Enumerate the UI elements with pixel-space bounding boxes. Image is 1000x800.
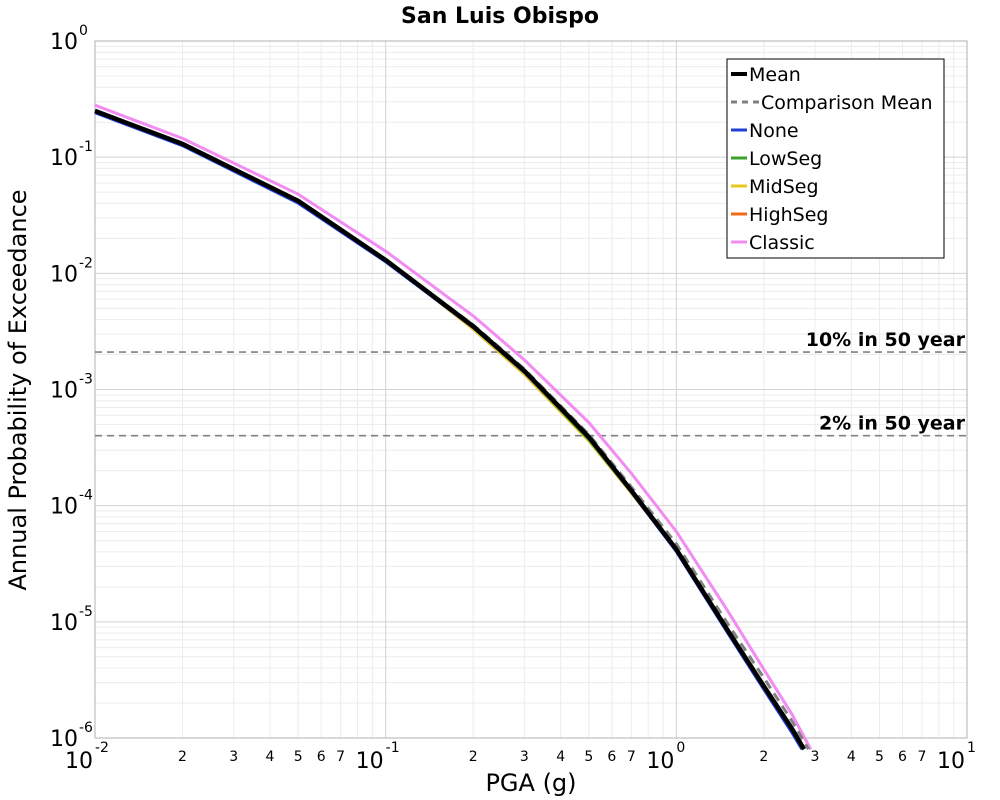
x-minor-tick-label: 3 (520, 749, 529, 765)
legend-label: Comparison Mean (761, 92, 933, 114)
chart-title: San Luis Obispo (401, 4, 599, 29)
y-tick-exponent: -1 (79, 139, 93, 155)
x-minor-tick-label: 7 (918, 749, 927, 765)
legend-box (726, 58, 945, 259)
y-tick-exponent: -5 (79, 604, 93, 620)
legend: Mean Comparison Mean None LowSeg MidSeg HighS… (726, 58, 945, 259)
plot-frame (94, 40, 968, 739)
x-minor-tick-label: 5 (875, 749, 884, 765)
y-tick-exponent: -4 (79, 488, 93, 504)
x-minor-tick-label: 7 (336, 749, 345, 765)
legend-label: MidSeg (749, 176, 819, 198)
series-line-highseg (94, 109, 806, 750)
x-minor-tick-label: 5 (584, 749, 593, 765)
x-minor-tick-label: 4 (266, 749, 275, 765)
legend-label: None (749, 120, 799, 142)
series-line-none (94, 111, 803, 750)
y-tick-label: 10 (50, 727, 78, 752)
series-line-midseg (94, 109, 806, 750)
x-tick-exponent: 1 (967, 740, 976, 756)
reference-line-label: 2% in 50 year (819, 413, 966, 435)
y-axis-label: Annual Probability of Exceedance (4, 189, 32, 590)
y-tick-label: 10 (50, 262, 78, 287)
x-minor-tick-label: 4 (847, 749, 856, 765)
reference-line-label: 10% in 50 year (806, 329, 966, 351)
legend-label: HighSeg (749, 204, 828, 226)
x-tick-exponent: -2 (95, 740, 109, 756)
series-line-classic (94, 103, 813, 751)
x-axis-label: PGA (g) (485, 769, 576, 797)
series-line-mean (94, 108, 806, 751)
x-tick-exponent: -1 (386, 740, 400, 756)
y-tick-exponent: -2 (79, 255, 93, 271)
series-lines (94, 103, 813, 751)
y-tick-label: 10 (50, 379, 78, 404)
x-tick-label: 10 (646, 749, 674, 774)
x-minor-tick-label: 5 (294, 749, 303, 765)
x-tick-label: 10 (937, 749, 965, 774)
x-minor-tick-label: 7 (627, 749, 636, 765)
x-minor-tick-label: 6 (607, 749, 616, 765)
plot-grid (94, 40, 968, 739)
x-minor-tick-label: 3 (811, 749, 820, 765)
y-tick-exponent: 0 (79, 23, 88, 39)
y-tick-label: 10 (50, 30, 78, 55)
y-tick-label: 10 (50, 495, 78, 520)
y-tick-label: 10 (50, 146, 78, 171)
x-tick-label: 10 (65, 749, 93, 774)
x-minor-tick-label: 3 (229, 749, 238, 765)
x-minor-tick-label: 2 (469, 749, 478, 765)
x-tick-exponent: 0 (676, 740, 685, 756)
y-tick-label: 10 (50, 611, 78, 636)
y-tick-exponent: -3 (79, 372, 93, 388)
legend-label: Classic (749, 232, 815, 254)
legend-label: Mean (749, 64, 801, 86)
y-tick-exponent: -6 (79, 720, 93, 736)
reference-lines: 10% in 50 year 2% in 50 year (95, 329, 967, 437)
x-minor-tick-label: 2 (178, 749, 187, 765)
x-minor-tick-label: 6 (898, 749, 907, 765)
legend-label: LowSeg (749, 148, 822, 170)
series-line-comparison-mean (94, 109, 810, 751)
x-tick-label: 10 (356, 749, 384, 774)
series-line-lowseg (94, 109, 806, 750)
x-minor-tick-label: 6 (317, 749, 326, 765)
x-minor-tick-label: 4 (556, 749, 565, 765)
x-minor-tick-label: 2 (759, 749, 768, 765)
